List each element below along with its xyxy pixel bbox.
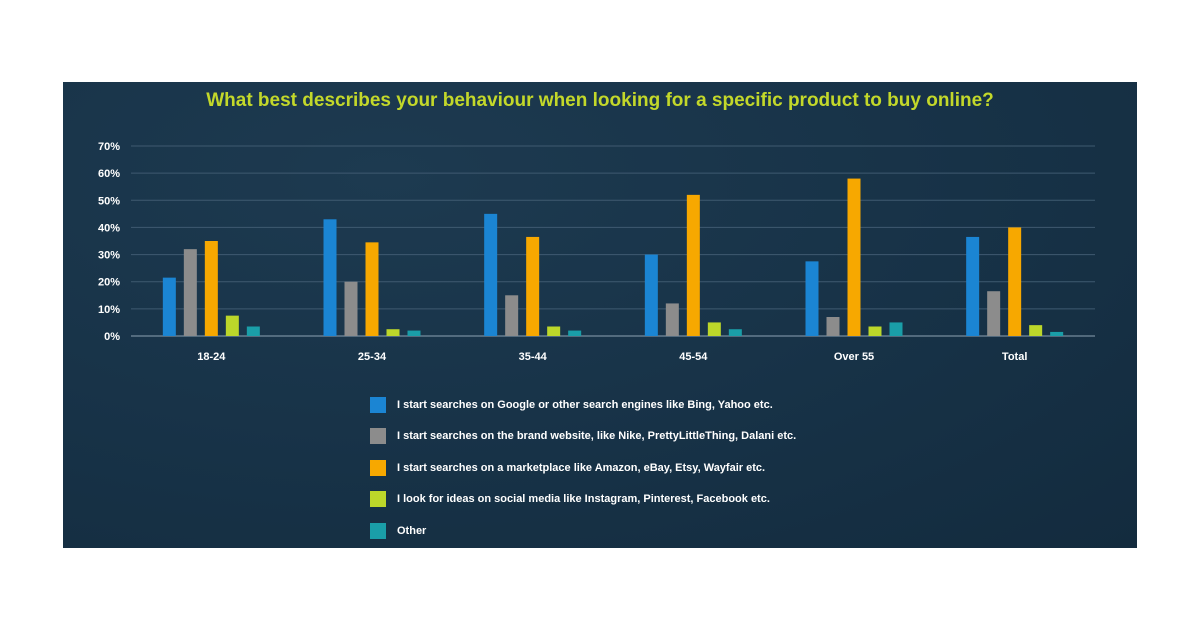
x-tick-label: 35-44	[519, 351, 548, 363]
y-tick-label: 10%	[98, 304, 120, 316]
legend-swatch	[370, 522, 386, 539]
bar	[568, 330, 582, 336]
y-tick-label: 60%	[98, 168, 120, 180]
bar	[868, 326, 882, 336]
bar	[826, 317, 840, 336]
bar	[323, 219, 337, 336]
y-tick-label: 20%	[98, 277, 120, 289]
x-tick-label: Over 55	[834, 351, 874, 363]
y-tick-label: 40%	[98, 222, 120, 234]
bar-chart: 70% 60% 50% 40% 30% 20% 10% 0% 18-24 25-34 35-44 45…	[98, 141, 1095, 363]
bar	[246, 326, 260, 336]
bar	[162, 277, 176, 336]
legend-swatch	[370, 491, 386, 508]
legend-item: Other	[370, 515, 796, 547]
bar	[344, 281, 358, 336]
bar	[547, 326, 561, 336]
legend-label: Other	[397, 524, 427, 537]
y-tick-label: 0%	[104, 331, 120, 343]
legend-label: I start searches on a marketplace like A…	[397, 461, 766, 474]
bar	[407, 330, 421, 336]
bar	[1050, 331, 1064, 336]
legend-label: I start searches on Google or other sear…	[397, 398, 773, 411]
bar	[386, 329, 400, 336]
bar	[365, 242, 379, 336]
bar	[686, 194, 700, 336]
bar	[225, 315, 239, 336]
chart-panel: What best describes your behaviour when …	[63, 82, 1137, 548]
x-tick-label: 45-54	[679, 351, 708, 363]
legend-item: I look for ideas on social media like In…	[370, 484, 796, 516]
x-tick-label: Total	[1002, 351, 1027, 363]
bar	[1029, 325, 1043, 336]
bar	[889, 322, 903, 336]
bar	[966, 236, 980, 336]
legend-label: I start searches on the brand website, l…	[397, 430, 797, 443]
bar	[204, 241, 218, 336]
legend-item: I start searches on Google or other sear…	[370, 389, 796, 421]
legend-item: I start searches on the brand website, l…	[370, 421, 796, 453]
legend-label: I look for ideas on social media like In…	[397, 493, 770, 506]
bar	[484, 213, 498, 336]
legend-swatch	[370, 428, 386, 445]
x-tick-label: 25-34	[358, 351, 387, 363]
legend-swatch	[370, 396, 386, 413]
y-tick-label: 30%	[98, 250, 120, 262]
bar	[805, 261, 819, 336]
bar	[505, 295, 519, 336]
bar	[987, 291, 1001, 336]
bar	[1008, 227, 1022, 336]
bar	[526, 236, 540, 336]
bar	[644, 254, 658, 336]
y-tick-label: 50%	[98, 195, 120, 207]
y-tick-label: 70%	[98, 141, 120, 153]
bar	[707, 322, 721, 336]
bar	[728, 329, 742, 336]
x-tick-label: 18-24	[197, 351, 226, 363]
legend-item: I start searches on a marketplace like A…	[370, 452, 796, 484]
legend: I start searches on Google or other sear…	[370, 389, 796, 547]
chart-title: What best describes your behaviour when …	[206, 90, 994, 111]
legend-swatch	[370, 459, 386, 476]
bar	[847, 178, 861, 336]
bar	[665, 303, 679, 336]
bar	[183, 249, 197, 336]
